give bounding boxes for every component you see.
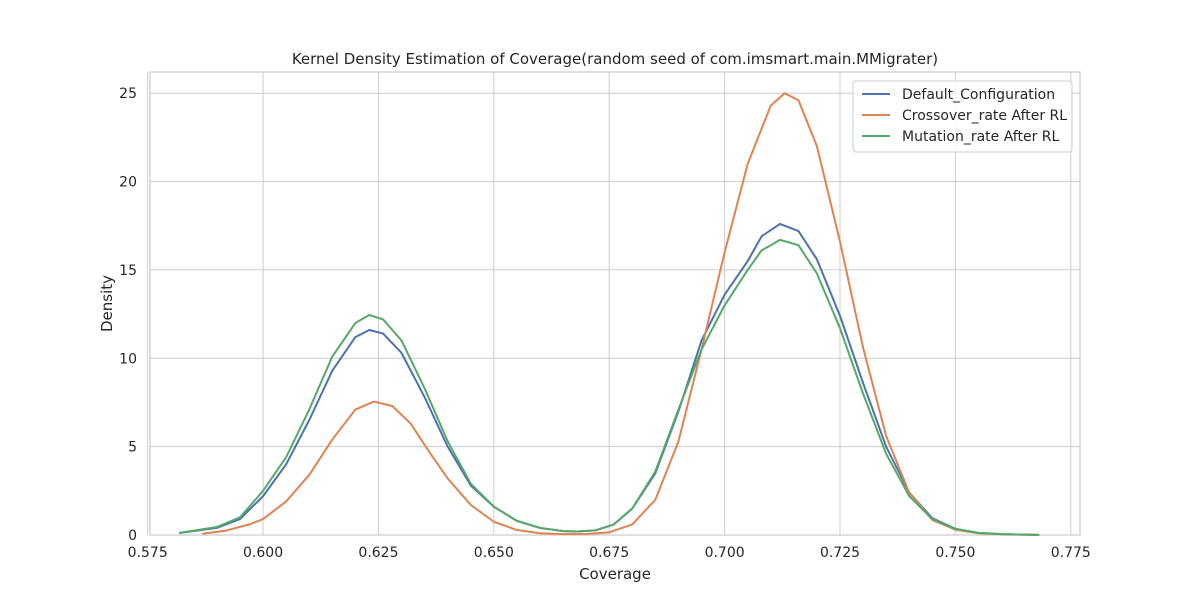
y-tick-label: 0	[128, 528, 137, 544]
y-tick-label: 15	[119, 263, 137, 279]
chart-title: Kernel Density Estimation of Coverage(ra…	[292, 50, 938, 68]
x-tick-label: 0.600	[243, 545, 283, 561]
legend-label: Mutation_rate After RL	[902, 129, 1060, 145]
y-tick-label: 10	[119, 351, 137, 367]
plot-frame	[149, 71, 1081, 536]
series-lines	[179, 92, 1040, 536]
x-tick-label: 0.750	[935, 545, 975, 561]
legend-label: Crossover_rate After RL	[902, 108, 1067, 124]
y-tick-label: 25	[119, 86, 137, 102]
y-tick-label: 20	[119, 175, 137, 191]
legend: Default_Configuration Crossover_rate Afte…	[852, 80, 1073, 153]
x-tick-label: 0.675	[589, 545, 629, 561]
x-tick-label: 0.725	[820, 545, 860, 561]
x-tick-labels: 0.575 0.600 0.625 0.650 0.675 0.700 0.725 0.750…	[128, 545, 1091, 561]
x-tick-label: 0.575	[128, 545, 168, 561]
x-tick-label: 0.700	[705, 545, 745, 561]
x-tick-label: 0.625	[358, 545, 398, 561]
series-line-mutation-rate-after-rl	[179, 238, 1040, 536]
x-axis-label: Coverage	[579, 565, 651, 583]
y-tick-label: 5	[128, 440, 137, 456]
y-axis-label: Density	[98, 275, 116, 332]
x-tick-label: 0.650	[474, 545, 514, 561]
y-tick-labels: 0 5 10 15 20 25	[119, 86, 137, 544]
x-tick-label: 0.775	[1051, 545, 1091, 561]
series-line-crossover-rate-after-rl	[202, 92, 1040, 536]
legend-label: Default_Configuration	[902, 87, 1055, 103]
legend-box	[852, 80, 1073, 153]
